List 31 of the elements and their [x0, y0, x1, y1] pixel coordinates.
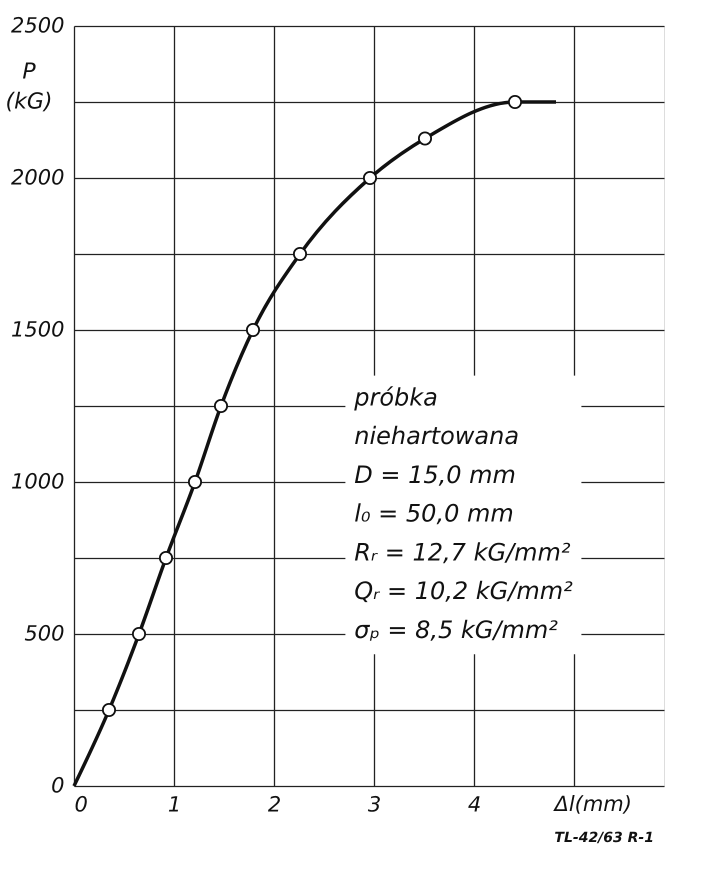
x-tick-label: 3: [368, 792, 382, 816]
x-axis-title: Δl(mm): [552, 792, 632, 816]
y-axis-title: P (kG): [6, 60, 52, 115]
annotation: próbka: [353, 383, 438, 412]
x-tick-label: 4: [468, 792, 482, 816]
point: [362, 170, 378, 186]
y-tick-label: 1500: [11, 318, 64, 342]
y-tick-label: 0: [51, 774, 64, 798]
point: [102, 702, 116, 718]
point: [246, 322, 260, 338]
x-tick-label: 2: [268, 792, 282, 816]
point: [132, 626, 146, 642]
annotation: niehartowana: [354, 422, 520, 450]
annotation: Rᵣ = 12,7 kG/mm²: [354, 538, 571, 566]
annotation: D = 15,0 mm: [354, 460, 516, 489]
point: [214, 398, 228, 414]
annotation: l₀ = 50,0 mm: [354, 500, 514, 528]
annotation: σₚ = 8,5 kG/mm²: [354, 616, 558, 644]
y-tick-label: 1000: [11, 470, 64, 494]
annotation: Qᵣ = 10,2 kG/mm²: [354, 577, 574, 606]
y-tick-label: 500: [24, 622, 64, 646]
y-tick-label: 2500: [11, 14, 64, 38]
x-tick-label: 0: [74, 792, 88, 816]
point: [158, 550, 174, 566]
point: [188, 474, 202, 490]
point: [508, 94, 522, 110]
point: [292, 246, 308, 262]
text: TL-42/63 R-1: [554, 830, 654, 846]
x-tick-label: 1: [168, 792, 182, 816]
y-tick-label: 2000: [11, 166, 64, 190]
point: [418, 131, 432, 146]
